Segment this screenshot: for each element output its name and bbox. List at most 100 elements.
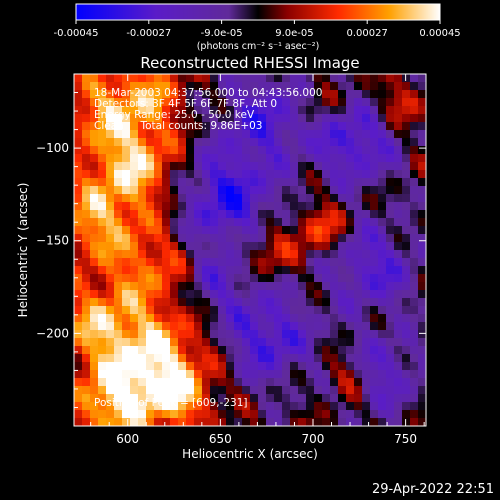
heatmap-cell — [306, 338, 315, 347]
heatmap-cell — [178, 170, 187, 179]
heatmap-cell — [322, 322, 331, 331]
heatmap-cell — [210, 322, 219, 331]
heatmap-cell — [298, 314, 307, 323]
heatmap-cell — [290, 338, 299, 347]
heatmap-cell — [210, 210, 219, 219]
heatmap-cell — [170, 194, 179, 203]
heatmap-cell — [202, 402, 211, 411]
heatmap-cell — [306, 314, 315, 323]
heatmap-cell — [330, 234, 339, 243]
heatmap-cell — [378, 194, 387, 203]
heatmap-cell — [418, 330, 427, 339]
heatmap-cell — [146, 314, 155, 323]
heatmap-cell — [178, 402, 187, 411]
heatmap-cell — [274, 202, 283, 211]
heatmap-cell — [170, 226, 179, 235]
heatmap-cell — [202, 258, 211, 267]
heatmap-cell — [314, 298, 323, 307]
heatmap-cell — [306, 378, 315, 387]
heatmap-cell — [362, 146, 371, 155]
heatmap-cell — [242, 74, 251, 83]
heatmap-cell — [154, 90, 163, 99]
heatmap-cell — [242, 226, 251, 235]
heatmap-cell — [138, 274, 147, 283]
heatmap-cell — [266, 418, 275, 427]
heatmap-cell — [218, 186, 227, 195]
heatmap-cell — [394, 138, 403, 147]
heatmap-cell — [322, 402, 331, 411]
heatmap-cell — [274, 306, 283, 315]
heatmap-cell — [98, 122, 107, 131]
heatmap-cell — [130, 290, 139, 299]
heatmap-cell — [218, 82, 227, 91]
heatmap-cell — [194, 170, 203, 179]
heatmap-cell — [322, 162, 331, 171]
heatmap-cell — [266, 106, 275, 115]
heatmap-cell — [314, 90, 323, 99]
heatmap-cell — [122, 322, 131, 331]
heatmap-cell — [178, 74, 187, 83]
heatmap-cell — [178, 258, 187, 267]
heatmap-cell — [362, 346, 371, 355]
heatmap-cell — [394, 74, 403, 83]
heatmap-cell — [210, 98, 219, 107]
heatmap-cell — [98, 74, 107, 83]
heatmap-cell — [274, 226, 283, 235]
heatmap-cell — [266, 338, 275, 347]
heatmap-cell — [378, 362, 387, 371]
heatmap-cell — [74, 402, 83, 411]
heatmap-cell — [82, 274, 91, 283]
heatmap-cell — [378, 266, 387, 275]
heatmap-cell — [138, 410, 147, 419]
heatmap-cell — [266, 154, 275, 163]
heatmap-cell — [170, 394, 179, 403]
heatmap-cell — [314, 274, 323, 283]
heatmap-cell — [154, 362, 163, 371]
heatmap-cell — [370, 146, 379, 155]
heatmap-cell — [218, 90, 227, 99]
heatmap-cell — [98, 210, 107, 219]
heatmap-cell — [418, 258, 427, 267]
heatmap-cell — [250, 138, 259, 147]
heatmap-cell — [274, 418, 283, 427]
heatmap-cell — [98, 98, 107, 107]
heatmap-cell — [290, 274, 299, 283]
heatmap-cell — [178, 226, 187, 235]
heatmap-cell — [186, 250, 195, 259]
heatmap-cell — [250, 274, 259, 283]
heatmap-cell — [410, 306, 419, 315]
heatmap-cell — [138, 314, 147, 323]
heatmap-cell — [90, 234, 99, 243]
heatmap-cell — [130, 298, 139, 307]
heatmap-cell — [250, 346, 259, 355]
heatmap-cell — [138, 250, 147, 259]
heatmap-cell — [170, 218, 179, 227]
heatmap-cell — [330, 242, 339, 251]
heatmap-cell — [290, 394, 299, 403]
heatmap-cell — [146, 330, 155, 339]
heatmap-cell — [266, 242, 275, 251]
heatmap-cell — [282, 122, 291, 131]
heatmap-cell — [122, 362, 131, 371]
heatmap-cell — [322, 114, 331, 123]
heatmap-cell — [82, 122, 91, 131]
heatmap-cell — [162, 258, 171, 267]
heatmap-cell — [82, 194, 91, 203]
heatmap-cell — [154, 298, 163, 307]
heatmap-cell — [122, 138, 131, 147]
heatmap-cell — [418, 370, 427, 379]
heatmap-cell — [170, 130, 179, 139]
heatmap-cell — [354, 106, 363, 115]
heatmap-cell — [370, 290, 379, 299]
heatmap-cell — [394, 314, 403, 323]
heatmap-cell — [354, 170, 363, 179]
heatmap-cell — [394, 194, 403, 203]
heatmap-cell — [330, 90, 339, 99]
heatmap-cell — [226, 162, 235, 171]
heatmap-cell — [306, 330, 315, 339]
heatmap-cell — [386, 394, 395, 403]
heatmap-cell — [234, 146, 243, 155]
heatmap-cell — [90, 74, 99, 83]
heatmap-cell — [138, 266, 147, 275]
heatmap-cell — [290, 138, 299, 147]
